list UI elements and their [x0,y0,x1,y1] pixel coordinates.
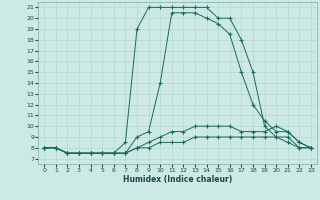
X-axis label: Humidex (Indice chaleur): Humidex (Indice chaleur) [123,175,232,184]
